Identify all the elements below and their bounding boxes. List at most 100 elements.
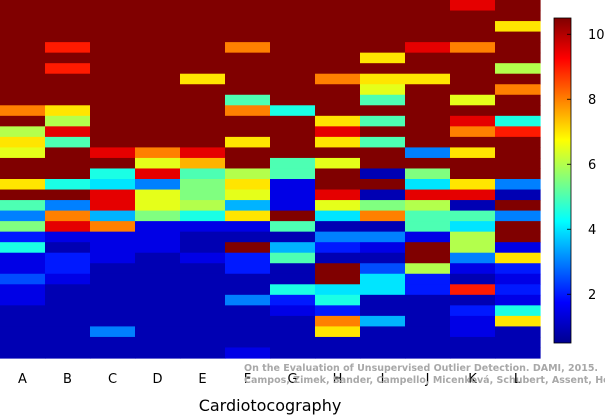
colorbar-tick-label: 8 [588, 93, 596, 108]
heatmap-cell [90, 294, 136, 306]
x-tick-label: E [198, 372, 206, 387]
heatmap-cell [90, 115, 136, 127]
heatmap-cell [450, 31, 496, 43]
heatmap-cell [225, 168, 271, 180]
heatmap-cell [315, 157, 361, 170]
heatmap-cell [405, 221, 451, 233]
heatmap-cell [90, 84, 136, 96]
heatmap-cell [315, 115, 361, 127]
heatmap-cell [135, 336, 181, 349]
heatmap-cell [405, 200, 451, 212]
heatmap-cell [0, 63, 46, 75]
heatmap-cell [450, 305, 496, 317]
heatmap-cell [315, 168, 361, 180]
heatmap-cell [45, 336, 91, 349]
heatmap-cell [495, 168, 541, 180]
heatmap-cell [0, 21, 46, 33]
heatmap-cell [495, 305, 541, 317]
heatmap-cell [360, 0, 406, 12]
x-tick-label: I [381, 372, 385, 387]
heatmap-cell [405, 242, 451, 254]
heatmap-cell [0, 231, 46, 243]
heatmap-cell [225, 294, 271, 306]
heatmap-cell [270, 94, 316, 106]
heatmap-cell [405, 0, 451, 12]
heatmap-cell [90, 242, 136, 254]
heatmap-cell [45, 315, 91, 328]
heatmap-cell [45, 200, 91, 212]
heatmap-cell [405, 326, 451, 338]
heatmap-cell [180, 242, 226, 254]
heatmap-cell [45, 347, 91, 359]
heatmap-cell [0, 115, 46, 127]
heatmap-cell [225, 126, 271, 138]
heatmap-cell [495, 73, 541, 85]
heatmap-cell [45, 294, 91, 306]
heatmap-cell [360, 294, 406, 306]
heatmap-cell [135, 347, 181, 359]
heatmap-cell [315, 284, 361, 296]
x-tick-label: D [152, 372, 162, 387]
heatmap-cell [135, 126, 181, 138]
heatmap-cell [45, 221, 91, 233]
heatmap-cell [135, 10, 181, 22]
heatmap-cell [405, 210, 451, 222]
heatmap-cell [45, 84, 91, 96]
heatmap-cell [495, 336, 541, 349]
heatmap-cell [270, 31, 316, 43]
heatmap-cell [270, 347, 316, 359]
heatmap-cell [180, 326, 226, 338]
heatmap-cell [450, 252, 496, 264]
heatmap-cell [270, 0, 316, 12]
heatmap-cell [135, 315, 181, 328]
heatmap-cell [90, 94, 136, 106]
colorbar [553, 17, 572, 344]
x-tick-label: C [108, 372, 117, 387]
heatmap-cell [270, 179, 316, 191]
heatmap-cell [495, 200, 541, 212]
heatmap-cell [225, 94, 271, 106]
heatmap-cell [450, 157, 496, 170]
heatmap-cell [495, 10, 541, 22]
heatmap-cell [270, 210, 316, 222]
heatmap-cell [225, 315, 271, 328]
heatmap-cell [270, 252, 316, 264]
heatmap-cell [495, 284, 541, 296]
heatmap-cell [180, 31, 226, 43]
heatmap-cell [315, 94, 361, 106]
heatmap-cell [315, 10, 361, 22]
heatmap-cell [0, 210, 46, 222]
heatmap-cell [315, 221, 361, 233]
heatmap-cell [360, 84, 406, 96]
heatmap-cell [315, 147, 361, 159]
heatmap-cell [315, 136, 361, 149]
heatmap-cell [270, 326, 316, 338]
heatmap-cell [270, 10, 316, 22]
heatmap-cell [360, 231, 406, 243]
heatmap-cell [270, 305, 316, 317]
heatmap-cell [135, 284, 181, 296]
heatmap-cell [45, 105, 91, 117]
heatmap-cell [495, 294, 541, 306]
heatmap-cell [225, 31, 271, 43]
heatmap-cell [45, 168, 91, 180]
heatmap-cell [90, 21, 136, 33]
heatmap-cell [450, 315, 496, 328]
x-tick-label: A [18, 372, 27, 387]
heatmap-cell [450, 63, 496, 75]
heatmap-cell [45, 189, 91, 201]
heatmap-cell [180, 73, 226, 85]
heatmap-cell [450, 284, 496, 296]
heatmap-cell [0, 42, 46, 54]
heatmap-cell [90, 273, 136, 285]
heatmap-cell [360, 21, 406, 33]
heatmap-cell [270, 126, 316, 138]
heatmap-cell [45, 273, 91, 285]
heatmap-cell [135, 52, 181, 64]
heatmap-cell [90, 231, 136, 243]
heatmap-cell [360, 73, 406, 85]
heatmap-cell [45, 231, 91, 243]
heatmap-cell [180, 10, 226, 22]
heatmap-cell [180, 210, 226, 222]
heatmap-cell [405, 52, 451, 64]
